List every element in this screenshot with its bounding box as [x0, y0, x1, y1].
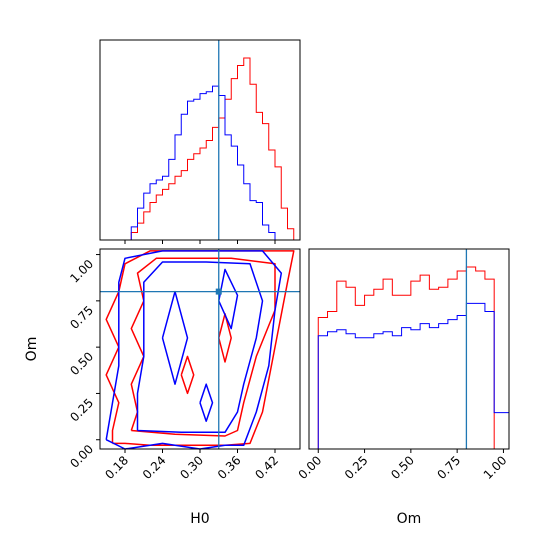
tick-label-om-x: 1.00 [481, 453, 510, 482]
tick-label-om-x: 0.75 [434, 453, 463, 482]
panel-scatter-h0-om: 0.18 0.24 0.30 0.36 0.42 0.00 0.25 0.50 0.75 1.0… [24, 248, 301, 527]
frame-hist-om [308, 248, 510, 450]
tick-label-h0: 0.42 [252, 453, 281, 482]
hist-om-series-2 [309, 302, 510, 450]
tick-label-om-y: 0.50 [67, 349, 96, 378]
contour-blue-3 [161, 290, 189, 385]
panel-hist-om: 0.00 0.25 0.50 0.75 1.00 Om [296, 248, 510, 527]
contour-red-2 [130, 257, 276, 437]
tick-label-h0: 0.18 [102, 453, 131, 482]
tick-label-om-x: 0.25 [342, 453, 371, 482]
contour-red-4 [218, 313, 232, 363]
contour-blue-2 [136, 261, 264, 434]
tick-label-h0: 0.24 [140, 453, 169, 482]
tick-label-om-x: 0.50 [388, 453, 417, 482]
frame-hist-h0 [99, 39, 301, 241]
panel-hist-h0 [99, 39, 301, 244]
tick-label-om-y: 0.00 [67, 442, 96, 471]
hist-h0-series-2 [106, 85, 294, 241]
ylabel-om: Om [24, 337, 40, 362]
contour-red-1 [105, 250, 295, 447]
tick-label-om-y: 0.75 [67, 303, 96, 332]
hist-h0-series-1 [106, 57, 295, 241]
tick-label-h0: 0.30 [177, 453, 206, 482]
tick-label-om-y: 1.00 [67, 257, 96, 286]
truth-marker [215, 288, 222, 295]
tick-label-om-y: 0.25 [67, 396, 96, 425]
contour-red-3 [180, 355, 195, 395]
tick-label-h0: 0.36 [215, 453, 244, 482]
hist-om-series-1 [309, 266, 509, 450]
contour-blue-4 [199, 383, 214, 422]
xlabel-om: Om [397, 511, 422, 527]
xlabel-h0: H0 [190, 511, 209, 527]
tick-label-om-x: 0.00 [296, 453, 325, 482]
contour-blue-5 [218, 268, 239, 330]
